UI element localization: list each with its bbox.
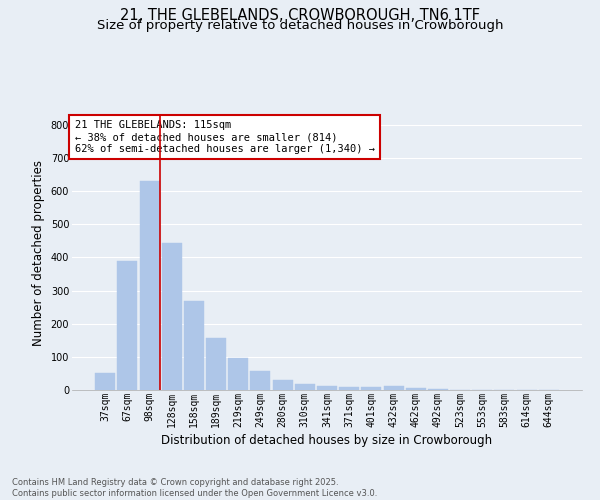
Bar: [184, 300, 204, 390]
Bar: [361, 386, 382, 390]
Bar: [140, 180, 160, 390]
Text: Contains HM Land Registry data © Crown copyright and database right 2025.
Contai: Contains HM Land Registry data © Crown c…: [12, 478, 377, 498]
Bar: [228, 358, 248, 390]
Y-axis label: Number of detached properties: Number of detached properties: [32, 160, 45, 346]
Bar: [406, 388, 426, 390]
Bar: [250, 371, 271, 390]
X-axis label: Distribution of detached houses by size in Crowborough: Distribution of detached houses by size …: [161, 434, 493, 446]
Bar: [118, 261, 137, 390]
Bar: [339, 386, 359, 390]
Text: Size of property relative to detached houses in Crowborough: Size of property relative to detached ho…: [97, 19, 503, 32]
Text: 21 THE GLEBELANDS: 115sqm
← 38% of detached houses are smaller (814)
62% of semi: 21 THE GLEBELANDS: 115sqm ← 38% of detac…: [74, 120, 374, 154]
Bar: [162, 242, 182, 390]
Bar: [317, 386, 337, 390]
Bar: [383, 386, 404, 390]
Text: 21, THE GLEBELANDS, CROWBOROUGH, TN6 1TF: 21, THE GLEBELANDS, CROWBOROUGH, TN6 1TF: [120, 8, 480, 22]
Bar: [295, 384, 315, 390]
Bar: [95, 374, 115, 390]
Bar: [272, 380, 293, 390]
Bar: [206, 338, 226, 390]
